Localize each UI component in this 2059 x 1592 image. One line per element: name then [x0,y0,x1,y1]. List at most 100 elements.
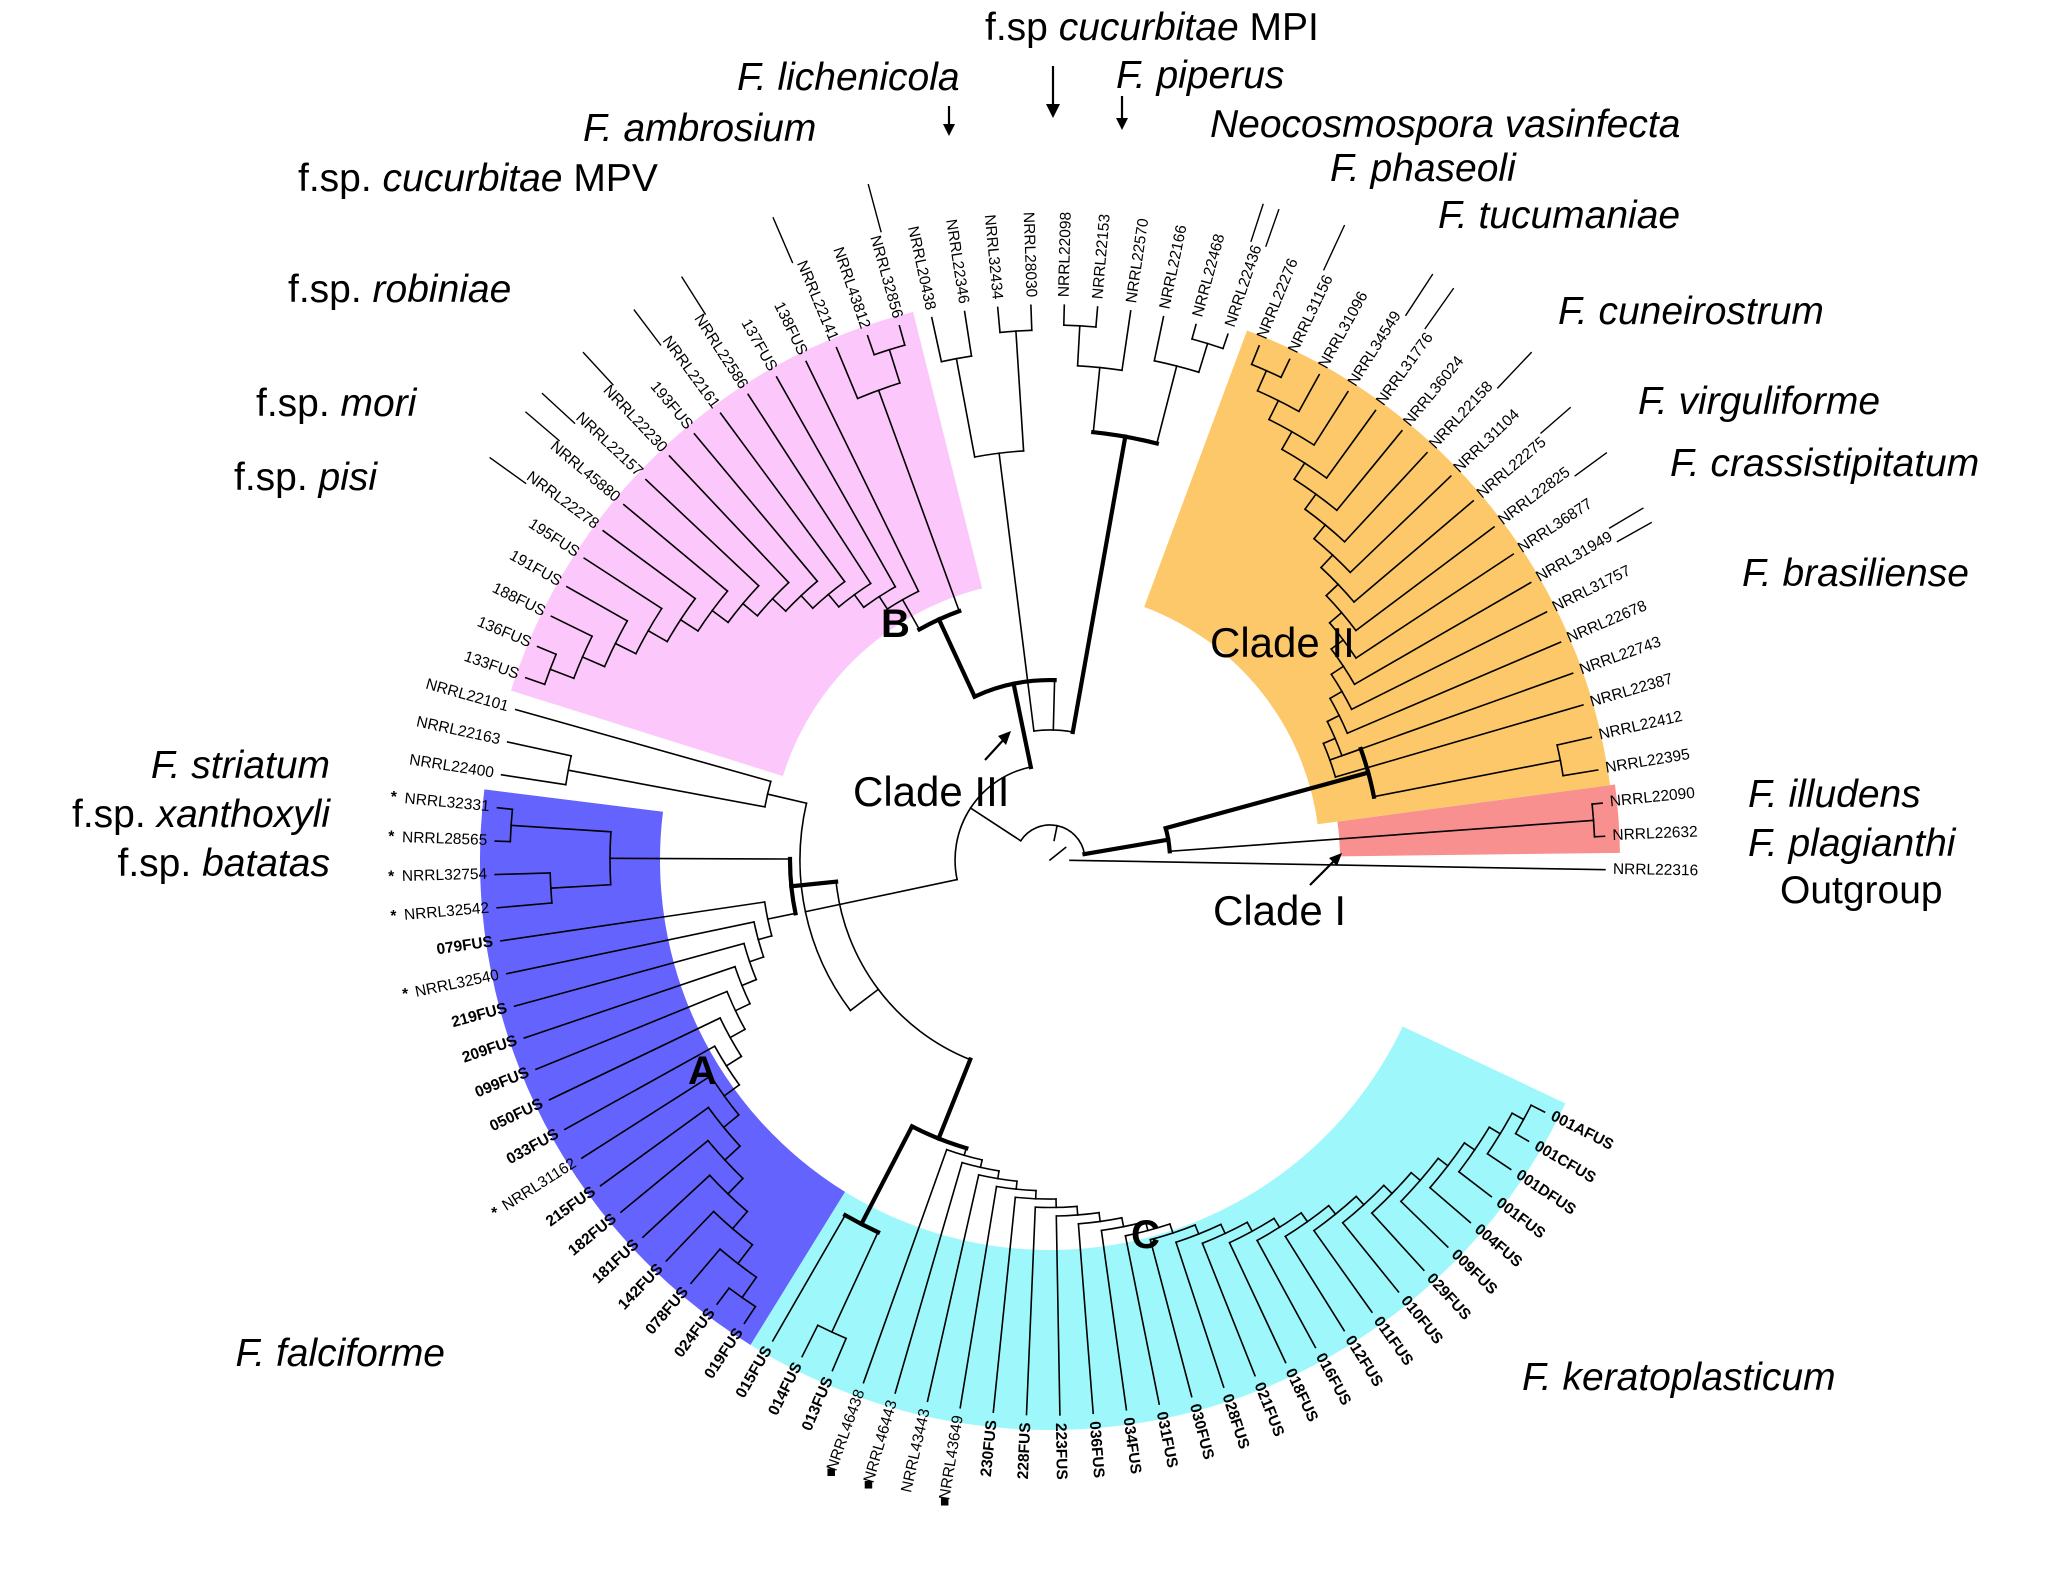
tip-branch [1591,802,1603,805]
group-label-cucurbitae-mpi: f.sp cucurbitae MPI [985,6,1319,49]
tip-label: NRRL22316 [1613,861,1699,879]
tip-label: 215FUS [543,1183,599,1230]
tip-branch [689,1247,722,1285]
group-brackets [489,183,1653,543]
branch [766,912,797,921]
group-label-cuneirostrum: F. cuneirostrum [1558,290,1824,333]
branch [581,655,606,668]
tip-branch [513,942,745,1008]
tip-branch [1325,409,1377,480]
tip-branch [1514,1132,1530,1143]
tip-label: 013FUS [799,1374,837,1433]
branch [1330,638,1345,651]
branch [722,1113,740,1129]
branch [1219,1223,1227,1235]
branch [1330,665,1345,676]
branch [723,1144,742,1162]
branch [740,978,758,987]
tip-branch [743,1305,757,1325]
tree-branches [494,304,1606,1416]
branch [935,1056,973,1142]
tip-branch [523,965,737,1040]
tip-label: 191FUS [507,547,565,590]
tip-label: 034FUS [1119,1416,1144,1475]
group-bracket [1496,351,1533,389]
branch [740,1276,758,1299]
tip-label: 138FUS [770,299,810,358]
tip-label: 031FUS [1153,1410,1181,1469]
branch [878,595,889,611]
clade-sectors [480,311,1620,1430]
square-marker: ■ [940,1493,949,1510]
branch [1267,399,1280,421]
tip-branch [619,1139,710,1214]
tip-branch [1352,499,1475,604]
tip-branch [715,1286,731,1306]
branch [1280,430,1293,451]
branch [725,1055,743,1068]
clade-i-sector [1337,784,1620,857]
tip-label: 028FUS [1219,1392,1253,1451]
tip-branch [1399,1200,1449,1249]
tip-label: NRRL22468 [1190,232,1229,319]
tip-branch [506,741,573,757]
tip-branch [1153,315,1165,362]
branch [1303,493,1318,511]
tip-branch [835,346,859,400]
branch [1015,1180,1018,1190]
branch [996,1169,1000,1180]
group-label-phaseoli: F. phaseoli [1330,147,1517,190]
tip-branch [930,316,943,363]
tip-label: 001FUS [1493,1194,1549,1242]
branch [1511,1112,1525,1121]
tip-branch [548,1016,722,1101]
lichenicola-arrow [943,106,955,136]
tip-label: 182FUS [565,1210,620,1259]
tip-branch [550,615,594,638]
group-label-piperus: F. piperus [1116,54,1284,97]
clade-ii-label: Clade II [1210,619,1355,666]
tip-branch [1069,859,1606,871]
tip-branch [719,412,846,583]
group-label-falciforme: F. falciforme [235,1332,445,1375]
branch [1163,770,1371,831]
tip-label: NRRL22101 [424,676,511,715]
branch [799,594,814,610]
tip-label: 230FUS [978,1419,1001,1477]
group-bracket [489,456,527,485]
tip-label: 011FUS [1370,1313,1416,1368]
group-label-brasiliense: F. brasiliense [1742,552,1969,595]
group-bracket [1574,452,1608,477]
tip-label: 219FUS [450,1000,509,1031]
node-label-c: C [1131,1213,1160,1257]
branch [1194,1223,1200,1236]
group-label-outgroup: Outgroup [1780,869,1943,912]
branch [849,988,880,1012]
tip-branch [1149,1238,1193,1398]
branch [734,1002,752,1012]
tip-label: NRRL32434 [981,214,1006,301]
tip-label: NRRL22395 [1604,746,1691,777]
branch [741,602,759,617]
node-arc [835,880,972,1061]
square-marker: ■ [827,1464,836,1481]
tip-label: NRRL32542 [403,900,489,924]
group-label-pisi: f.sp. pisi [234,456,378,499]
branch [788,879,839,889]
branch [1355,1195,1365,1206]
tip-label: NRRL22387 [1588,670,1675,710]
tip-branch [1530,1104,1546,1114]
tip-label: 019FUS [701,1325,747,1382]
group-bracket [1265,208,1280,248]
tip-branch [894,1161,964,1394]
tip-label: 012FUS [1342,1333,1387,1390]
tip-branch [1062,304,1066,327]
branch [609,857,791,860]
tip-branch [514,708,772,783]
group-bracket [772,216,794,264]
group-label-neocosmospora: Neocosmospora vasinfecta [1210,103,1680,146]
tip-branch [1349,474,1452,574]
node-arc [787,856,798,916]
tip-label: 009FUS [1448,1246,1501,1298]
star-marker: * [402,986,409,1003]
